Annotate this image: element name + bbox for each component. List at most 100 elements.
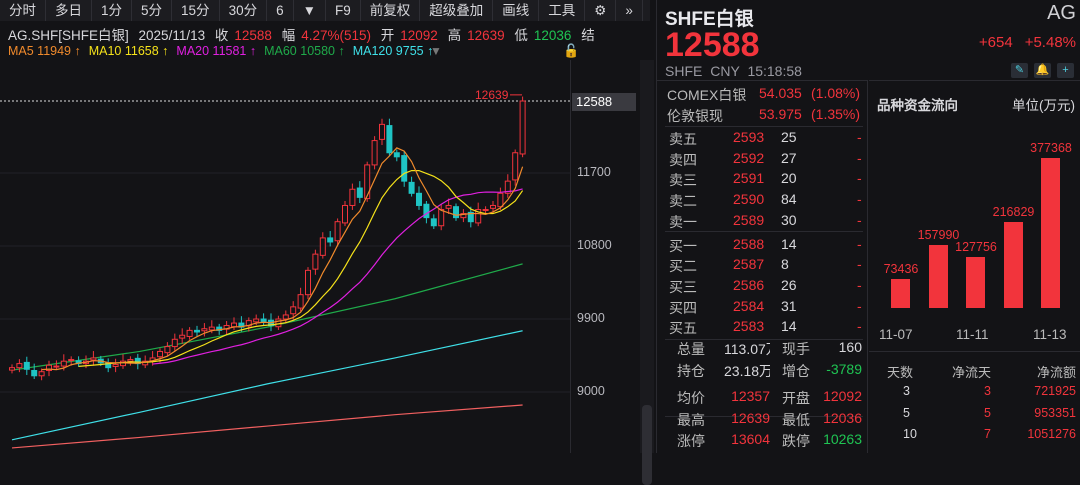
plus-icon[interactable]: + bbox=[1057, 63, 1074, 78]
candle bbox=[68, 359, 75, 362]
range-label: 幅 bbox=[281, 28, 296, 43]
orderbook-row[interactable]: 买二 2587 8 - bbox=[657, 256, 868, 276]
currency: CNY bbox=[710, 63, 740, 79]
scrollbar[interactable] bbox=[640, 60, 654, 485]
toolbar-button[interactable]: 5分 bbox=[132, 0, 173, 21]
stat-value: 10263 bbox=[823, 431, 862, 447]
candle bbox=[38, 371, 45, 377]
level-price: 2583 bbox=[733, 318, 765, 335]
lock-icon[interactable]: 🔓 bbox=[563, 43, 580, 58]
candle bbox=[305, 269, 311, 296]
candle bbox=[401, 155, 408, 182]
toolbar-button[interactable]: 工具 bbox=[539, 0, 586, 21]
flow-bar bbox=[966, 257, 985, 308]
level-label: 买五 bbox=[669, 320, 697, 337]
flow-cell: 10 bbox=[903, 427, 917, 441]
ma120-line bbox=[11, 330, 523, 441]
orderbook-row[interactable]: 买四 2584 31 - bbox=[657, 298, 868, 318]
level-volume: 25 bbox=[781, 129, 797, 145]
bell-icon[interactable]: 🔔 bbox=[1034, 63, 1051, 78]
toolbar-button[interactable]: » bbox=[616, 0, 643, 21]
stat-value: 12092 bbox=[823, 388, 862, 404]
flow-date: 11-11 bbox=[956, 327, 989, 342]
toolbar-button[interactable]: 30分 bbox=[220, 0, 268, 21]
low-label: 低 bbox=[514, 28, 528, 43]
stat-label: 持仓 bbox=[677, 362, 705, 379]
candle bbox=[416, 192, 422, 206]
level-change-dash: - bbox=[857, 256, 862, 273]
orderbook-row[interactable]: 卖四 2592 27 - bbox=[657, 150, 868, 170]
candle bbox=[312, 253, 319, 270]
edit-icon[interactable]: ✎ bbox=[1011, 63, 1028, 78]
candle bbox=[31, 370, 38, 377]
ma-legend-item: MA5 11949 ↑ bbox=[8, 44, 81, 58]
candle bbox=[112, 363, 119, 367]
candle bbox=[475, 209, 482, 224]
orderbook-row[interactable]: 买一 2588 14 - bbox=[657, 236, 868, 256]
level-price: 2593 bbox=[733, 129, 765, 145]
level-volume: 20 bbox=[781, 170, 797, 187]
level-label: 卖一 bbox=[669, 213, 697, 230]
level-volume: 27 bbox=[781, 149, 797, 166]
level-label: 买四 bbox=[669, 299, 697, 316]
level-label: 卖四 bbox=[669, 151, 697, 168]
high-value: 12639 bbox=[467, 28, 505, 43]
flow-title: 品种资金流向 bbox=[877, 98, 958, 113]
toolbar-button[interactable]: 1分 bbox=[92, 0, 133, 21]
level-label: 卖二 bbox=[669, 193, 697, 210]
flow-cell: 7 bbox=[984, 427, 991, 441]
candle bbox=[290, 306, 297, 315]
level-change-dash: - bbox=[857, 276, 862, 293]
flow-header-cell: 净流额 bbox=[1036, 365, 1076, 380]
ma60-line bbox=[11, 263, 523, 371]
orderbook-row[interactable]: 卖一 2589 30 - bbox=[657, 212, 868, 232]
fund-flow-panel: 品种资金流向 单位(万元) 73436 157990 127756 216829 377… bbox=[869, 80, 1080, 453]
toolbar-button[interactable]: 前复权 bbox=[361, 0, 421, 21]
toolbar-button[interactable]: 6 bbox=[267, 0, 294, 21]
orderbook-panel: COMEX白银 54.035 (1.08%) 伦敦银现 53.975 (1.35%) 卖五 2… bbox=[657, 80, 868, 453]
candle bbox=[430, 218, 437, 227]
toolbar-button[interactable]: 15分 bbox=[172, 0, 220, 21]
toolbar-button[interactable]: ⚙ bbox=[585, 0, 617, 21]
level-label: 买一 bbox=[669, 237, 697, 254]
candle bbox=[342, 204, 348, 224]
candle bbox=[179, 334, 186, 339]
candle bbox=[46, 364, 52, 372]
candle bbox=[216, 326, 223, 331]
level-volume: 31 bbox=[781, 297, 797, 314]
ref-quote-row[interactable]: 伦敦银现 53.975 (1.35%) bbox=[657, 106, 868, 126]
candle bbox=[460, 213, 467, 219]
open-value: 12092 bbox=[400, 28, 438, 43]
toolbar-button[interactable]: 画线 bbox=[493, 0, 540, 21]
ref-name: COMEX白银 bbox=[667, 87, 747, 103]
toolbar-button[interactable]: 多日 bbox=[46, 0, 92, 21]
close-label: 收 bbox=[214, 28, 229, 43]
orderbook-row[interactable]: 买三 2586 26 - bbox=[657, 277, 868, 297]
orderbook-row[interactable]: 卖二 2590 84 - bbox=[657, 191, 868, 211]
flow-date: 11-07 bbox=[879, 327, 913, 342]
flow-cell: 5 bbox=[903, 405, 910, 420]
orderbook-row[interactable]: 买五 2583 14 - bbox=[657, 318, 868, 338]
candle bbox=[23, 361, 30, 370]
stat-label: 现手 bbox=[782, 341, 810, 357]
toolbar-button[interactable]: 超级叠加 bbox=[420, 0, 494, 21]
orderbook-row[interactable]: 卖五 2593 25 - bbox=[657, 129, 868, 149]
dropdown-icon[interactable]: ▼ bbox=[430, 44, 442, 58]
stats-row: 最高 12639 最低 12036 bbox=[657, 410, 868, 430]
y-tick-label: 9000 bbox=[577, 384, 605, 398]
toolbar-button[interactable]: 分时 bbox=[0, 0, 46, 21]
last-price: 12588 bbox=[665, 26, 760, 64]
scroll-thumb[interactable] bbox=[642, 405, 652, 485]
level-label: 卖五 bbox=[669, 131, 697, 147]
toolbar-button[interactable]: ▼ bbox=[294, 0, 326, 21]
orderbook-row[interactable]: 卖三 2591 20 - bbox=[657, 170, 868, 190]
candlestick-chart[interactable]: 12639 bbox=[0, 60, 570, 453]
flow-cell: 3 bbox=[903, 384, 910, 398]
stat-value: 160 bbox=[838, 339, 862, 355]
toolbar-button[interactable]: F9 bbox=[326, 0, 361, 21]
level-volume: 30 bbox=[781, 211, 797, 228]
ref-quote-row[interactable]: COMEX白银 54.035 (1.08%) bbox=[657, 85, 868, 105]
candle bbox=[497, 192, 504, 208]
change-value: +654 bbox=[978, 34, 1013, 51]
candle bbox=[356, 187, 363, 198]
